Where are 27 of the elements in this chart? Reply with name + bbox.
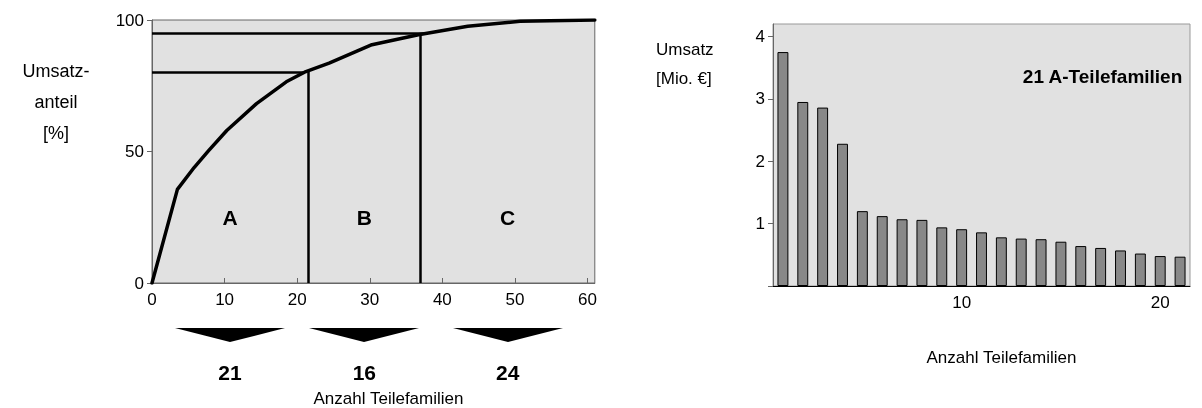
y-tick-label: 100 [115,10,144,30]
x-tick-label: 40 [432,290,452,309]
x-tick-label: 10 [215,290,235,309]
x-tick-label: 20 [1150,293,1170,312]
x-axis-title: Anzahl Teilefamilien [926,347,1077,367]
text: 16 [352,360,377,384]
x-tick-label: 60 [578,290,598,309]
y-axis-title: Umsatz- anteil [%] [22,60,90,143]
text: 21 [218,360,243,384]
annotation: C [500,205,516,229]
y-tick-label: 0 [134,273,144,293]
y-tick-label: 2 [755,151,765,171]
x-tick-label: 0 [147,290,157,309]
y-tick-label: 50 [125,142,144,161]
annotation: B [356,205,372,229]
x-tick-label: 10 [952,293,972,312]
text: 21 A-Teilefamilien [1022,66,1183,87]
y-tick-label: 3 [755,89,765,109]
y-tick-label: 1 [755,214,765,234]
x-axis-title: Anzahl Teilefamilien [313,388,464,408]
x-tick-label: 20 [287,290,307,309]
y-tick-label: 4 [755,26,765,46]
text: 24 [496,360,520,384]
annotation: A [222,205,238,229]
x-tick-label: 50 [505,290,525,309]
y-axis-title: Umsatz [Mio. €] [656,40,714,88]
x-tick-label: 30 [360,290,380,309]
